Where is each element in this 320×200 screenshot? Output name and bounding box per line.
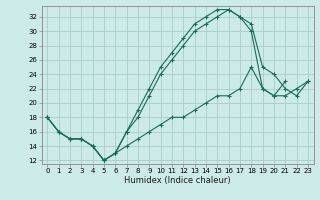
X-axis label: Humidex (Indice chaleur): Humidex (Indice chaleur) bbox=[124, 176, 231, 185]
